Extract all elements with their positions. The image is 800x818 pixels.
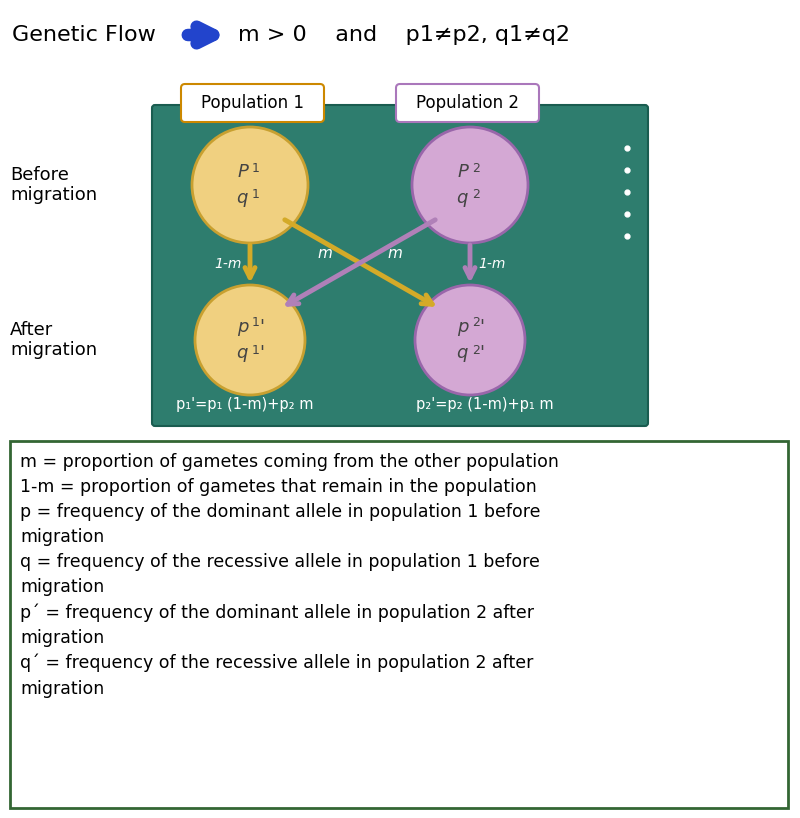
Ellipse shape <box>412 127 528 243</box>
FancyBboxPatch shape <box>396 84 539 122</box>
Text: q: q <box>237 189 248 207</box>
Text: Genetic Flow: Genetic Flow <box>12 25 156 45</box>
Text: 1: 1 <box>252 344 260 357</box>
Text: m: m <box>387 246 402 261</box>
Text: P: P <box>457 163 468 181</box>
Text: 1: 1 <box>252 317 260 330</box>
Text: 1: 1 <box>252 188 260 201</box>
Text: 2: 2 <box>472 317 480 330</box>
Text: 1-m: 1-m <box>214 257 242 271</box>
Text: q: q <box>457 189 468 207</box>
Text: 2: 2 <box>472 344 480 357</box>
Text: p₁'=p₁ (1-m)+p₂ m: p₁'=p₁ (1-m)+p₂ m <box>176 398 314 412</box>
Text: q: q <box>237 344 248 362</box>
Text: After
migration: After migration <box>10 321 97 359</box>
Ellipse shape <box>415 285 525 395</box>
Text: 2: 2 <box>472 188 480 201</box>
FancyBboxPatch shape <box>152 105 648 426</box>
Text: p: p <box>457 318 468 336</box>
Text: ': ' <box>259 344 264 362</box>
Text: ': ' <box>479 318 484 336</box>
FancyBboxPatch shape <box>10 441 788 808</box>
Text: 1: 1 <box>252 161 260 174</box>
Text: P: P <box>237 163 248 181</box>
Text: Population 2: Population 2 <box>416 94 519 112</box>
Text: q: q <box>457 344 468 362</box>
Text: m = proportion of gametes coming from the other population
1-m = proportion of g: m = proportion of gametes coming from th… <box>20 453 559 698</box>
Text: 2: 2 <box>472 161 480 174</box>
Text: m: m <box>318 246 333 261</box>
Text: ': ' <box>479 344 484 362</box>
Ellipse shape <box>195 285 305 395</box>
FancyBboxPatch shape <box>181 84 324 122</box>
Text: Population 1: Population 1 <box>201 94 304 112</box>
Text: m > 0    and    p1≠p2, q1≠q2: m > 0 and p1≠p2, q1≠q2 <box>238 25 570 45</box>
Text: p₂'=p₂ (1-m)+p₁ m: p₂'=p₂ (1-m)+p₁ m <box>416 398 554 412</box>
Text: Before
migration: Before migration <box>10 165 97 204</box>
Text: p: p <box>237 318 248 336</box>
Ellipse shape <box>192 127 308 243</box>
Text: ': ' <box>259 318 264 336</box>
Text: 1-m: 1-m <box>478 257 506 271</box>
